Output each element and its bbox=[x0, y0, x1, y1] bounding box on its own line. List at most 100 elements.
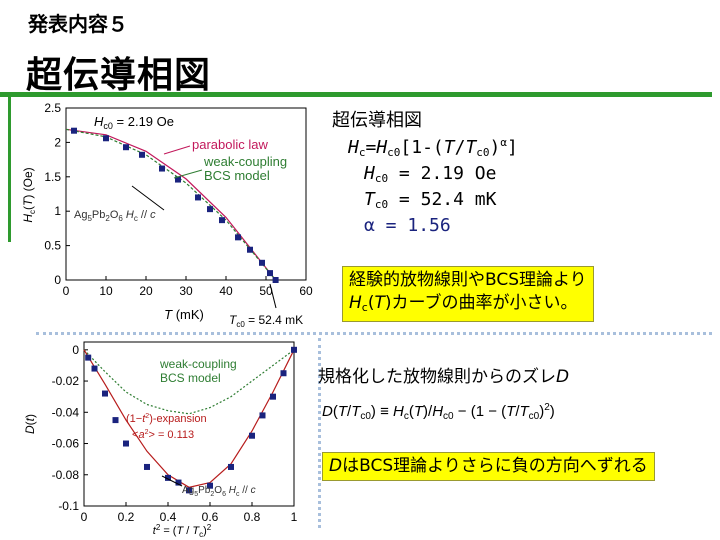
x-tick-label: 50 bbox=[259, 284, 273, 298]
deviation-definition-label: 規格化した放物線則からのズレD bbox=[318, 367, 570, 387]
left-accent-bar bbox=[8, 92, 11, 242]
deviation-chart: 0 0.2 0.4 0.6 0.8 10-0.02-0.04-0.06-0.08-0.1 … bbox=[22, 338, 312, 538]
chart1-data-point bbox=[175, 176, 181, 183]
y-tick-label: -0.02 bbox=[52, 374, 80, 388]
horizontal-separator bbox=[36, 332, 712, 335]
chart2-data-point bbox=[91, 365, 98, 372]
y-tick-label: 2 bbox=[54, 135, 61, 149]
y-tick-label: 1 bbox=[54, 204, 61, 218]
x-tick-label: 0.8 bbox=[244, 510, 261, 524]
param-hc0: Hc0 = 2.19 Oe bbox=[364, 163, 497, 185]
x-tick-label: 0.4 bbox=[160, 510, 177, 524]
chart1-data-point bbox=[272, 277, 279, 283]
chart1-bcs-pointer bbox=[173, 169, 203, 179]
chart1-xlabel: T (mK) bbox=[164, 307, 204, 322]
chart1-data-point bbox=[123, 144, 129, 151]
chart2-bcs-curve bbox=[83, 349, 295, 415]
chart2-data-point bbox=[291, 346, 297, 353]
chart2-data-point bbox=[228, 463, 234, 470]
chart1-annot-tc0: Tc0 = 52.4 mK bbox=[229, 313, 303, 329]
x-tick-label: 0 bbox=[63, 284, 70, 298]
chart1-sample-pointer bbox=[131, 185, 165, 211]
chart2-data-point bbox=[123, 440, 129, 447]
slide-subheading: 発表内容５ bbox=[28, 12, 128, 36]
chart1-data-point bbox=[207, 206, 213, 213]
chart2-frame bbox=[83, 341, 295, 507]
phase-formula: Hc=Hc0[1-(T/Tc0)α] bbox=[348, 136, 518, 159]
chart1-annot-bcs2: BCS model bbox=[204, 168, 270, 183]
chart1-parabolic-pointer bbox=[163, 145, 191, 155]
deviation-formula-text: D(T/Tc0) ≡ Hc(T)/Hc0 − (1 − (T/Tc0)2) bbox=[322, 402, 555, 422]
chart2-annot-exp1: (1−t2)-expansion bbox=[126, 413, 207, 425]
chart1-data-point bbox=[267, 270, 273, 277]
chart2-background bbox=[22, 338, 312, 538]
chart2-data-point bbox=[144, 463, 150, 470]
y-tick-label: -0.06 bbox=[52, 437, 80, 451]
y-tick-label: -0.1 bbox=[58, 499, 79, 513]
chart2-data-point bbox=[270, 393, 276, 400]
curvature-note-line2: Hc(T)カーブの曲率が小さい。 bbox=[349, 293, 578, 314]
y-tick-label: 0 bbox=[72, 343, 79, 357]
curvature-note-line1: 経験的放物線則やBCS理論より bbox=[349, 270, 587, 290]
chart2-ylabel: D(t) bbox=[23, 414, 37, 434]
chart1-data-point bbox=[219, 217, 225, 224]
param-alpha: α = 1.56 bbox=[364, 215, 451, 236]
y-tick-label: 2.5 bbox=[44, 101, 61, 115]
slide-title: 超伝導相図 bbox=[26, 55, 212, 96]
chart1-tc0-pointer bbox=[269, 283, 277, 309]
x-tick-label: 40 bbox=[219, 284, 233, 298]
chart1-data-point bbox=[235, 234, 241, 241]
chart2-data-point bbox=[259, 412, 266, 419]
chart2-data-point bbox=[85, 354, 92, 361]
chart1-data-point bbox=[71, 127, 77, 134]
chart2-data-point bbox=[112, 417, 119, 424]
x-tick-label: 60 bbox=[299, 284, 313, 298]
chart1-bcs-curve bbox=[65, 128, 277, 281]
x-tick-label: 30 bbox=[179, 284, 193, 298]
chart1-data-point bbox=[139, 151, 145, 158]
y-tick-label: -0.08 bbox=[52, 468, 80, 482]
chart2-data-point bbox=[249, 432, 255, 439]
chart2-expansion-curve bbox=[83, 349, 295, 488]
y-tick-label: -0.04 bbox=[52, 405, 80, 419]
chart1-data-point bbox=[159, 165, 165, 172]
y-tick-label: 1.5 bbox=[44, 170, 61, 184]
x-tick-label: 0 bbox=[81, 510, 88, 524]
param-tc0: Tc0 = 52.4 mK bbox=[364, 189, 497, 211]
chart2-annot-bcs1: weak-coupling bbox=[159, 357, 237, 371]
y-tick-label: 0 bbox=[54, 273, 61, 287]
text-panel: 超伝導相図 Hc=Hc0[1-(T/Tc0)α] Hc0 = 2.19 Oe T… bbox=[332, 106, 518, 236]
chart2-data-point bbox=[102, 390, 108, 397]
chart1-annot-hc0: Hc0 = 2.19 Oe bbox=[94, 114, 174, 131]
chart2-xlabel: t2 = (T / Tc)2 bbox=[153, 523, 212, 538]
chart2-sample-pointer bbox=[161, 475, 183, 487]
vertical-separator bbox=[318, 338, 321, 528]
x-tick-label: 10 bbox=[99, 284, 113, 298]
chart1-ylabel: Hc(T) (Oe) bbox=[21, 167, 37, 222]
chart1-data-point bbox=[259, 259, 265, 266]
chart2-data-point bbox=[280, 370, 287, 377]
x-tick-label: 0.6 bbox=[202, 510, 219, 524]
chart2-data-point bbox=[165, 474, 171, 481]
x-tick-label: 20 bbox=[139, 284, 153, 298]
chart1-annot-parabolic: parabolic law bbox=[192, 137, 268, 152]
deviation-formula: D(T/Tc0) ≡ Hc(T)/Hc0 − (1 − (T/Tc0)2) bbox=[322, 402, 555, 422]
chart2-annot-exp2: <a2> = 0.113 bbox=[132, 429, 194, 441]
chart2-data-point bbox=[207, 482, 213, 489]
chart1-parabolic-curve bbox=[65, 128, 277, 281]
title-underline bbox=[0, 92, 712, 97]
y-tick-label: 0.5 bbox=[44, 239, 61, 253]
chart1-data-point bbox=[195, 194, 201, 201]
chart1-annot-bcs1: weak-coupling bbox=[203, 154, 287, 169]
x-tick-label: 1 bbox=[291, 510, 298, 524]
phase-diagram-chart: 0 10 20 30 40 50 60 0 0.5 1 1.5 2 2.5 Hc(T) (Oe) T (… bbox=[14, 100, 326, 330]
chart1-annot-sample: Ag5Pb2O6 Hc // c bbox=[74, 209, 156, 223]
bcs-deviation-note: DはBCS理論よりさらに負の方向へずれる bbox=[322, 452, 655, 481]
chart2-data-point bbox=[175, 479, 182, 486]
x-tick-label: 0.2 bbox=[118, 510, 135, 524]
curvature-note: 経験的放物線則やBCS理論より Hc(T)カーブの曲率が小さい。 bbox=[342, 266, 594, 322]
panel-heading: 超伝導相図 bbox=[332, 110, 422, 131]
chart1-data-point bbox=[247, 246, 253, 253]
chart2-data-point bbox=[186, 487, 192, 494]
chart1-data-point bbox=[103, 135, 109, 142]
